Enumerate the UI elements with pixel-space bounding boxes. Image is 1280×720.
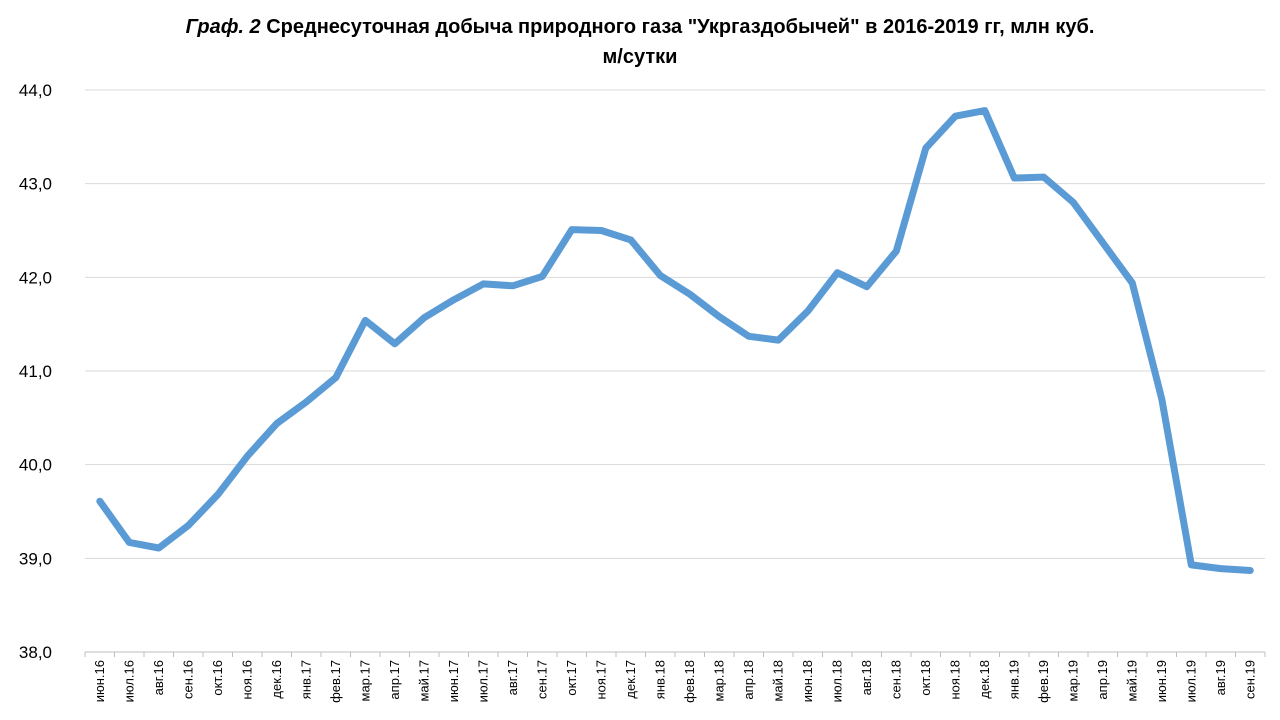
x-tick-label: сен.19: [1242, 660, 1257, 699]
x-tick-label: дек.16: [269, 660, 284, 699]
x-tick-label: янв.18: [652, 660, 667, 699]
x-tick-label: сен.18: [888, 660, 903, 699]
x-tick-label: мар.17: [357, 660, 372, 701]
x-tick-label: окт.16: [210, 660, 225, 696]
x-tick-label: июл.19: [1183, 660, 1198, 702]
y-tick-label: 43,0: [19, 175, 52, 194]
x-tick-label: июн.16: [92, 660, 107, 702]
y-tick-label: 41,0: [19, 362, 52, 381]
x-tick-label: июн.19: [1154, 660, 1169, 702]
x-tick-label: апр.17: [387, 660, 402, 700]
x-tick-label: июн.18: [800, 660, 815, 702]
x-tick-label: июл.17: [475, 660, 490, 702]
x-tick-label: май.19: [1124, 660, 1139, 702]
y-tick-label: 38,0: [19, 643, 52, 662]
x-tick-label: сен.17: [534, 660, 549, 699]
x-axis-ticks: июн.16 июл.16 авг.16 сен.16 окт.16 ноя.16 дек.…: [92, 660, 1258, 703]
x-tick-label: июл.16: [121, 660, 136, 702]
x-tick-label: фев.18: [682, 660, 697, 703]
x-tick-label: июн.17: [446, 660, 461, 702]
x-tick-label: авг.17: [505, 660, 520, 695]
x-tick-label: фев.19: [1036, 660, 1051, 703]
y-tick-label: 44,0: [19, 81, 52, 100]
title-line-1: Граф. 2 Среднесуточная добыча природного…: [0, 12, 1280, 42]
x-tick-label: янв.17: [298, 660, 313, 699]
x-tick-label: фев.17: [328, 660, 343, 703]
series-line: [96, 107, 1254, 574]
y-tick-label: 39,0: [19, 549, 52, 568]
title-line-2: м/сутки: [602, 46, 678, 68]
x-tick-label: авг.19: [1213, 660, 1228, 695]
x-axis: [84, 651, 1266, 657]
x-tick-label: янв.19: [1006, 660, 1021, 699]
x-tick-label: окт.17: [564, 660, 579, 696]
x-tick-label: май.17: [416, 660, 431, 702]
x-tick-label: мар.19: [1065, 660, 1080, 701]
x-tick-label: май.18: [770, 660, 785, 702]
x-tick-label: мар.18: [711, 660, 726, 701]
x-tick-label: ноя.18: [947, 660, 962, 700]
x-tick-label: июл.18: [829, 660, 844, 702]
title-prefix: Граф. 2: [185, 16, 261, 38]
x-tick-label: дек.17: [623, 660, 638, 699]
y-axis-ticks: 38,0 39,0 40,0 41,0 42,0 43,0 44,0: [19, 81, 52, 662]
x-tick-label: окт.18: [918, 660, 933, 696]
series-layer: [96, 107, 1254, 574]
y-tick-label: 40,0: [19, 456, 52, 475]
x-tick-label: авг.18: [859, 660, 874, 695]
chart-title: Граф. 2 Среднесуточная добыча природного…: [0, 12, 1280, 72]
x-tick-label: дек.18: [977, 660, 992, 699]
x-tick-label: ноя.17: [593, 660, 608, 700]
x-tick-label: авг.16: [151, 660, 166, 695]
y-tick-label: 42,0: [19, 268, 52, 287]
x-tick-label: сен.16: [180, 660, 195, 699]
x-tick-label: апр.19: [1095, 660, 1110, 700]
gridlines: [85, 89, 1265, 653]
x-tick-label: ноя.16: [239, 660, 254, 700]
title-text: Среднесуточная добыча природного газа "У…: [266, 16, 1095, 38]
x-tick-label: апр.18: [741, 660, 756, 700]
